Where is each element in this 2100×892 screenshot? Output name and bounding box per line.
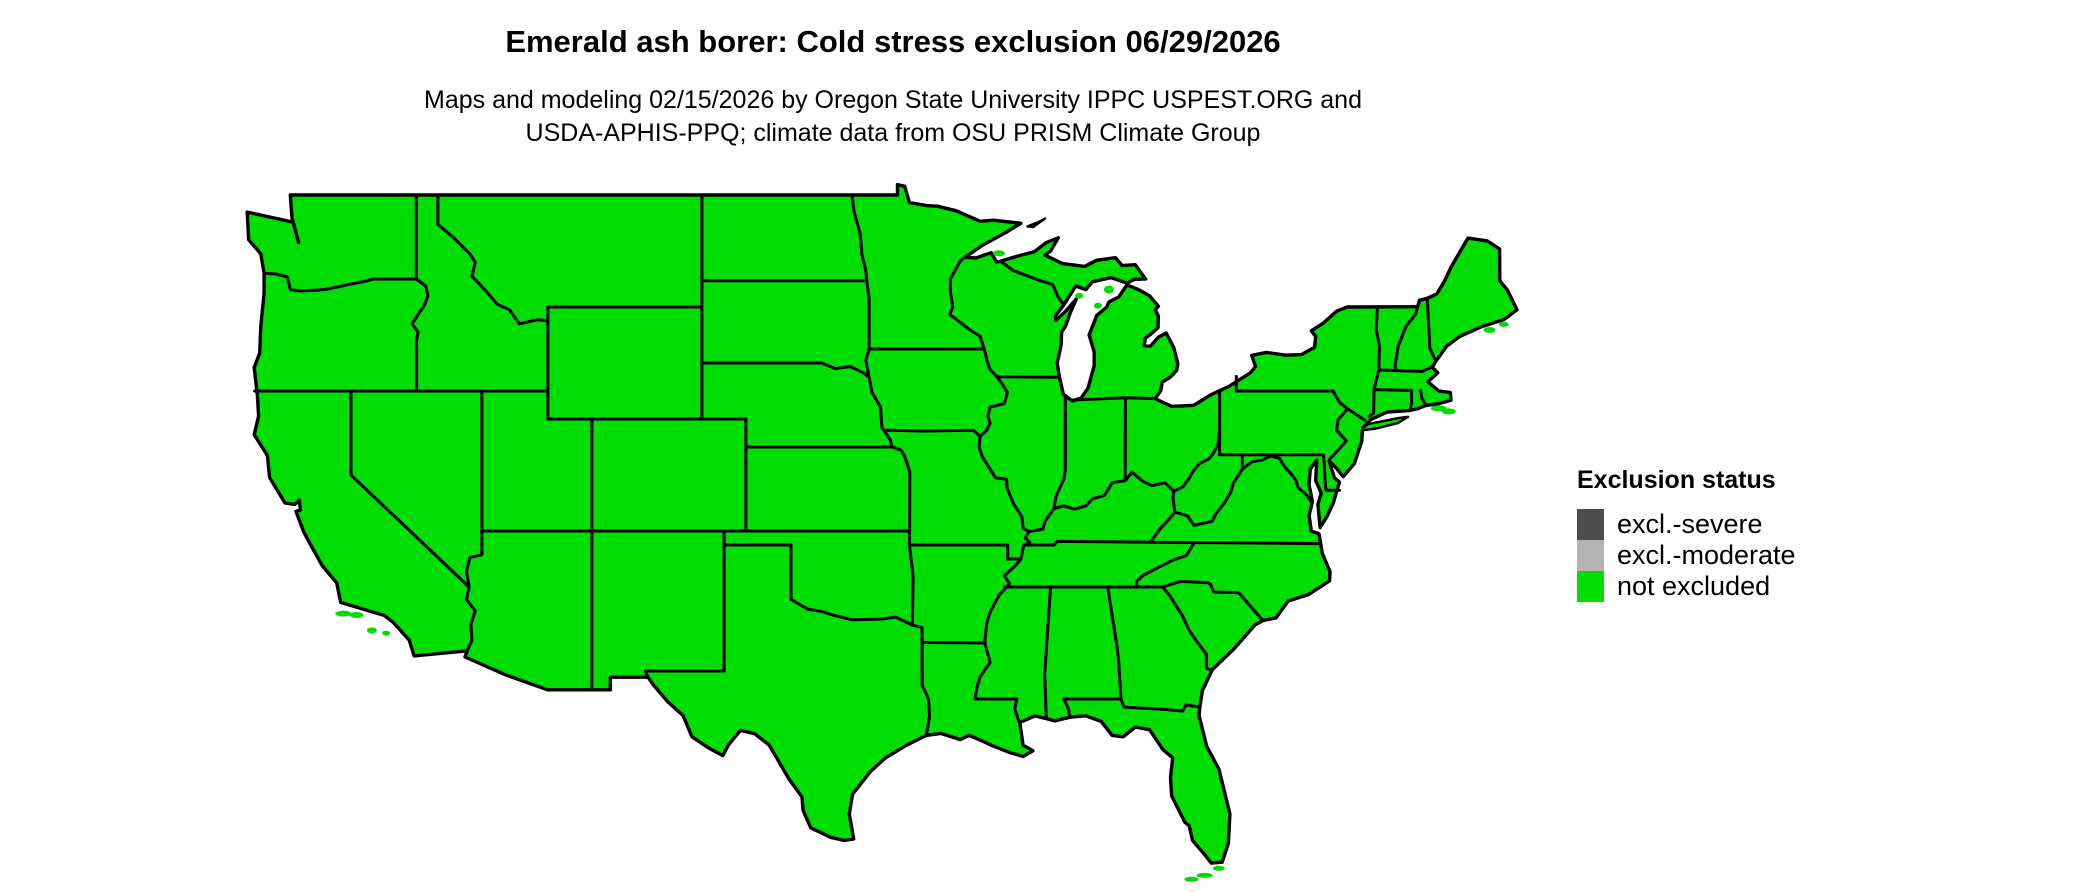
- small-island: [366, 627, 377, 634]
- island: [1361, 415, 1410, 432]
- legend-swatch-not-excluded: [1577, 571, 1604, 602]
- state-fill-layer: [245, 182, 1519, 865]
- legend-row-severe: excl.-severe: [1577, 509, 1796, 540]
- islands-layer: [335, 217, 1509, 882]
- map-subtitle-line2: USDA-APHIS-PPQ; climate data from OSU PR…: [525, 119, 1261, 147]
- small-island: [1075, 292, 1084, 299]
- small-island: [1430, 405, 1447, 412]
- small-island: [335, 610, 352, 617]
- legend-row-moderate: excl.-moderate: [1577, 540, 1796, 571]
- legend: Exclusion status excl.-severe excl.-mode…: [1577, 466, 1796, 602]
- map-subtitle-line1: Maps and modeling 02/15/2026 by Oregon S…: [424, 86, 1362, 114]
- small-island: [382, 630, 391, 636]
- small-island: [1103, 285, 1114, 294]
- small-island: [1483, 327, 1496, 333]
- small-island: [1196, 872, 1213, 878]
- small-island: [1184, 876, 1199, 882]
- legend-label-severe: excl.-severe: [1617, 509, 1763, 539]
- legend-row-not-excluded: not excluded: [1577, 571, 1796, 602]
- small-island: [349, 612, 364, 618]
- state-boundaries: [253, 193, 1438, 737]
- map-subtitle: Maps and modeling 02/15/2026 by Oregon S…: [424, 84, 1362, 150]
- small-island: [1498, 321, 1509, 327]
- us-landmass: [245, 182, 1519, 865]
- legend-label-moderate: excl.-moderate: [1617, 540, 1796, 570]
- island: [1026, 217, 1047, 229]
- legend-label-not-excluded: not excluded: [1617, 571, 1771, 601]
- map-title: Emerald ash borer: Cold stress exclusion…: [505, 24, 1281, 59]
- state-borders-layer: [253, 193, 1438, 737]
- legend-swatch-moderate: [1577, 540, 1604, 571]
- legend-title: Exclusion status: [1577, 466, 1776, 494]
- small-island: [1093, 302, 1102, 309]
- legend-swatch-severe: [1577, 509, 1604, 540]
- small-island: [1212, 865, 1225, 871]
- small-island: [992, 250, 1005, 257]
